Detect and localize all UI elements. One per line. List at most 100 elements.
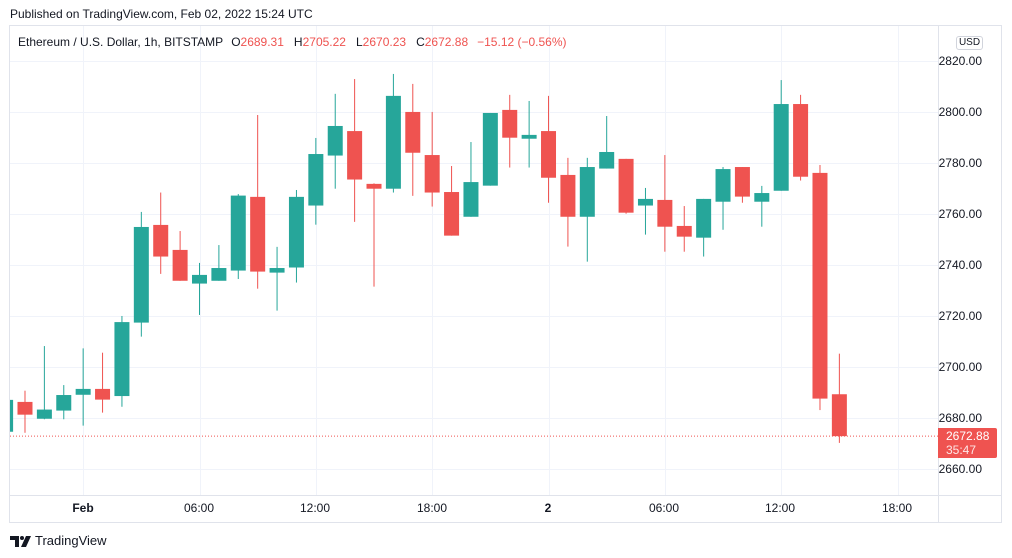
candle-down (657, 155, 673, 252)
candle-up (75, 348, 91, 426)
candle-body (17, 401, 33, 415)
legend-high: H2705.22 (294, 34, 346, 50)
time-axis[interactable]: Feb 06:00 12:00 18:00 2 06:00 12:00 18:0… (10, 496, 938, 522)
currency-button[interactable]: USD (956, 36, 983, 50)
time-tick: 06:00 (183, 501, 215, 515)
chart-plot-area[interactable] (10, 26, 938, 495)
candle-body (366, 183, 382, 189)
candle-up (463, 142, 479, 217)
price-tick: 2720.00 (938, 309, 982, 323)
candle-down (405, 83, 421, 196)
candles (10, 73, 847, 443)
low-value: 2670.23 (362, 35, 407, 49)
price-tick: 2780.00 (938, 156, 982, 170)
candle-body (327, 125, 343, 156)
candle-body (579, 167, 595, 217)
candle-body (269, 268, 285, 273)
candle-up (308, 137, 324, 225)
candle-down (95, 352, 111, 413)
candle-wick (218, 245, 220, 281)
legend-close: C2672.88 (416, 34, 468, 50)
candle-body (560, 174, 576, 217)
candle-wick (470, 142, 472, 217)
low-label: L (355, 35, 363, 49)
candle-body (75, 388, 91, 395)
candle-wick (82, 348, 84, 426)
candle-up (599, 116, 615, 169)
legend-low: L2670.23 (356, 34, 406, 50)
candle-body (541, 131, 557, 178)
candle-body (793, 104, 809, 177)
candle-wick (373, 183, 375, 287)
close-value: 2672.88 (424, 35, 469, 49)
candle-up (482, 112, 498, 186)
price-axis-divider (938, 25, 939, 523)
candle-up (579, 157, 595, 262)
candle-body (773, 104, 789, 191)
candle-down (734, 167, 750, 203)
time-tick: 06:00 (648, 501, 680, 515)
candle-body (211, 268, 227, 281)
chart-legend: Ethereum / U.S. Dollar, 1h, BITSTAMP O 26… (18, 34, 567, 50)
candle-wick (644, 187, 646, 235)
candle-body (405, 111, 421, 153)
price-tick: 2820.00 (938, 54, 982, 68)
time-tick: 12:00 (764, 501, 796, 515)
price-tick: 2800.00 (938, 105, 982, 119)
candle-down (831, 353, 847, 443)
candle-down (153, 192, 169, 274)
candle-body (502, 109, 518, 138)
candle-body (56, 395, 72, 411)
brand-name: TradingView (35, 533, 107, 548)
candle-down (812, 164, 828, 411)
candle-up (385, 73, 401, 193)
candle-down (347, 79, 363, 222)
candle-body (521, 134, 537, 139)
candle-body (133, 226, 149, 323)
candle-up (288, 189, 304, 283)
candle-body (95, 388, 111, 400)
tradingview-brand-link[interactable]: TradingView (10, 533, 107, 549)
candle-body (308, 154, 324, 206)
open-label: O (231, 35, 241, 49)
candle-wick (276, 246, 278, 311)
candle-wick (43, 346, 45, 420)
tradingview-logo-icon (10, 535, 31, 547)
candle-wick (199, 262, 200, 315)
candle-up (192, 262, 207, 315)
candle-body (599, 151, 615, 169)
high-value: 2705.22 (302, 35, 346, 49)
candle-up (754, 185, 770, 227)
candle-up (521, 100, 537, 168)
candle-body (696, 198, 712, 238)
high-label: H (293, 35, 303, 49)
candle-down (502, 94, 518, 168)
grid-lines (10, 26, 938, 495)
time-tick: Feb (72, 501, 94, 515)
candle-body (734, 167, 750, 197)
price-axis[interactable]: 2820.00 2800.00 2780.00 2760.00 2740.00 … (939, 26, 1001, 495)
candle-body (482, 112, 498, 186)
candle-down (172, 231, 188, 281)
candle-up (114, 315, 130, 407)
published-caption: Published on TradingView.com, Feb 02, 20… (10, 7, 313, 21)
candle-body (715, 169, 731, 202)
candle-body (637, 198, 653, 206)
candle-body (385, 95, 401, 189)
candle-up (269, 246, 285, 311)
last-price-value: 2672.88 (946, 429, 990, 443)
candle-up (10, 399, 14, 432)
candle-up (773, 80, 789, 191)
last-price-badge: 2672.88 35:47 (938, 428, 997, 458)
candle-down (424, 111, 440, 207)
symbol-title: Ethereum / U.S. Dollar, 1h, BITSTAMP (18, 35, 224, 49)
candle-body (153, 224, 169, 257)
candle-up (36, 346, 52, 420)
candle-up (327, 93, 343, 189)
candle-body (347, 131, 363, 180)
price-tick: 2660.00 (938, 462, 982, 476)
candle-down (676, 206, 692, 252)
candle-up (211, 245, 227, 281)
candle-body (36, 409, 52, 419)
close-label: C (416, 35, 425, 49)
